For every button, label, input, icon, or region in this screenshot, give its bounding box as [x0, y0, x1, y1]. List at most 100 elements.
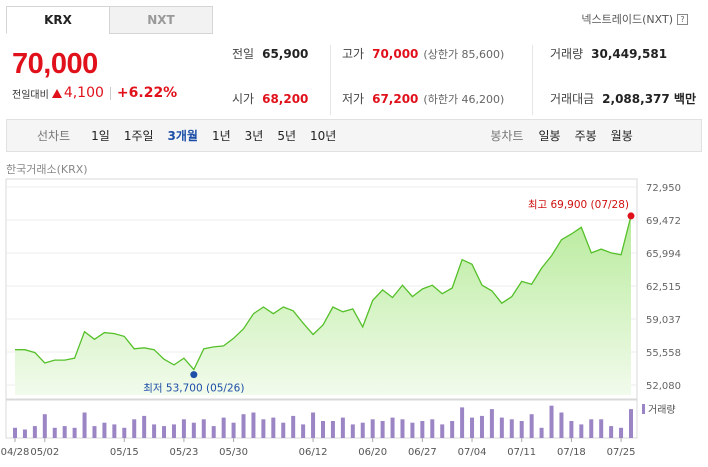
- x-tick-label: 07/04: [458, 447, 487, 458]
- price-change: 전일대비 4,100 +6.22%: [12, 85, 177, 101]
- period-1y[interactable]: 1년: [211, 129, 231, 143]
- trade-value: 2,088,377 백만: [602, 92, 696, 106]
- volume-bar: [291, 415, 296, 438]
- trade-value-label: 거래대금: [550, 92, 595, 106]
- volume-legend-label: 거래량: [648, 404, 676, 416]
- volume-bar: [72, 427, 77, 438]
- period-10y[interactable]: 10년: [310, 129, 337, 143]
- x-tick-label: 05/02: [30, 447, 59, 458]
- lower-limit: (하한가 46,200): [423, 92, 505, 106]
- line-chart-title: 선차트: [37, 129, 71, 143]
- open-value: 68,200: [262, 91, 309, 106]
- volume-bar: [52, 427, 57, 438]
- quote-high: 고가 70,000 (상한가 85,600): [342, 45, 504, 62]
- quote-trade-value: 거래대금 2,088,377 백만: [550, 90, 696, 107]
- change-label: 전일대비: [12, 89, 49, 101]
- period-1w[interactable]: 1주일: [123, 129, 154, 143]
- change-amount: 4,100: [63, 85, 104, 101]
- quote-volume: 거래량 30,449,581: [550, 45, 667, 62]
- y-tick-label: 59,037: [646, 315, 681, 326]
- current-price: 70,000: [12, 48, 98, 80]
- max-point: [627, 212, 635, 220]
- volume-bar: [221, 417, 226, 438]
- volume-legend-swatch: [642, 404, 645, 414]
- volume-bar: [499, 417, 504, 438]
- volume-bar: [400, 419, 405, 438]
- quote-low: 저가 67,200 (하한가 46,200): [342, 90, 504, 107]
- volume-bar: [181, 419, 186, 438]
- volume-bar: [529, 414, 534, 438]
- prev-close-value: 65,900: [262, 46, 309, 61]
- tab-nxt[interactable]: NXT: [109, 6, 213, 34]
- min-point: [190, 371, 198, 379]
- nxt-link[interactable]: 넥스트레이드(NXT) ?: [581, 11, 688, 27]
- x-tick-label: 07/25: [607, 447, 636, 458]
- volume-bar: [509, 419, 514, 438]
- volume-bar: [599, 419, 604, 438]
- volume-bar: [301, 424, 306, 438]
- volume-bar: [191, 422, 196, 438]
- quote-prev-close: 전일 65,900: [232, 45, 308, 62]
- source-label: 한국거래소(KRX): [6, 163, 88, 176]
- period-3m[interactable]: 3개월: [167, 129, 198, 143]
- volume-bar: [519, 421, 524, 438]
- up-triangle-icon: [51, 88, 62, 98]
- volume-bar: [231, 422, 236, 438]
- nxt-link-label[interactable]: 넥스트레이드(NXT): [581, 13, 673, 26]
- volume-bar: [281, 422, 286, 438]
- volume-value: 30,449,581: [591, 46, 668, 61]
- volume-bar: [311, 412, 316, 438]
- period-5y[interactable]: 5년: [277, 129, 297, 143]
- volume-bar: [152, 424, 157, 438]
- volume-bar: [450, 421, 455, 438]
- tab-krx[interactable]: KRX: [6, 6, 110, 34]
- help-icon[interactable]: ?: [677, 13, 688, 25]
- volume-bar: [430, 419, 435, 438]
- volume-bar: [440, 424, 445, 438]
- volume-bar: [122, 427, 127, 438]
- volume-bar: [32, 426, 37, 438]
- quote-open: 시가 68,200: [232, 90, 308, 107]
- volume-bar: [489, 409, 494, 438]
- volume-bar: [619, 427, 624, 438]
- candle-chart-title: 봉차트: [490, 129, 524, 143]
- volume-bar: [251, 412, 256, 438]
- x-tick-label: 07/18: [557, 447, 586, 458]
- candle-daily[interactable]: 일봉: [538, 129, 561, 143]
- period-3y[interactable]: 3년: [244, 129, 264, 143]
- candle-weekly[interactable]: 주봉: [574, 129, 597, 143]
- volume-bar: [241, 414, 246, 438]
- volume-bar: [589, 419, 594, 438]
- volume-bar: [42, 414, 47, 438]
- y-tick-label: 55,558: [646, 348, 681, 359]
- divider: [330, 45, 331, 115]
- candle-monthly[interactable]: 월봉: [610, 129, 633, 143]
- period-1d[interactable]: 1일: [91, 129, 110, 143]
- x-tick-label: 06/27: [408, 447, 437, 458]
- volume-bar: [350, 424, 355, 438]
- low-label: 저가: [342, 92, 365, 106]
- divider: [109, 86, 111, 100]
- volume-bar: [539, 427, 544, 438]
- volume-bar: [211, 426, 216, 438]
- chart-frame: [5, 178, 638, 400]
- low-value: 67,200: [372, 91, 419, 106]
- open-label: 시가: [232, 92, 255, 106]
- volume-bar: [390, 417, 395, 438]
- volume-bar: [629, 409, 633, 438]
- period-bar: 선차트 1일 1주일 3개월 1년 3년 5년 10년 봉차트 일봉 주봉 월봉: [6, 119, 702, 152]
- volume-bar: [380, 421, 385, 438]
- y-tick-label: 72,950: [646, 183, 681, 194]
- y-tick-label: 62,515: [646, 282, 681, 293]
- volume-bar: [271, 417, 276, 438]
- upper-limit: (상한가 85,600): [423, 47, 505, 61]
- x-tick-label: 05/30: [219, 447, 248, 458]
- volume-bar: [410, 422, 415, 438]
- x-tick-label: 05/15: [110, 447, 139, 458]
- x-tick-label: 06/12: [299, 447, 328, 458]
- volume-bar: [460, 407, 465, 438]
- volume-bar: [579, 424, 584, 438]
- volume-bar: [479, 415, 484, 438]
- volume-bar: [112, 424, 117, 438]
